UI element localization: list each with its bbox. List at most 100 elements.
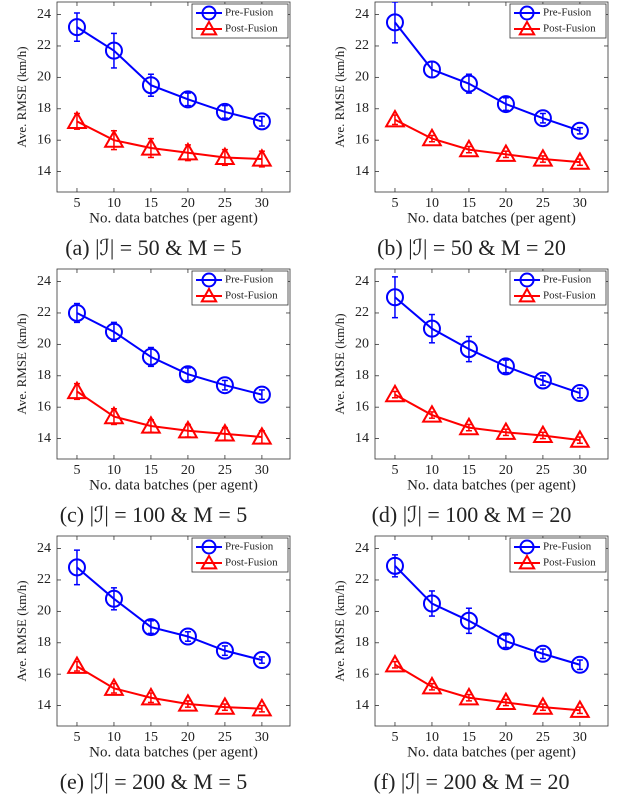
- legend-label: Pre-Fusion: [543, 541, 592, 553]
- marker: [178, 90, 197, 109]
- marker: [67, 303, 86, 322]
- y-tick-label: 14: [37, 431, 51, 446]
- y-axis-label: Ave. RMSE (km/h): [332, 580, 347, 681]
- marker: [215, 376, 234, 395]
- y-axis-label: Ave. RMSE (km/h): [14, 580, 29, 681]
- y-tick-label: 14: [355, 698, 369, 713]
- x-axis-label: No. data batches (per agent): [407, 744, 576, 760]
- legend-box: [509, 3, 607, 39]
- legend-marker: [200, 19, 218, 36]
- caption: (c) |ℐ| = 100 & M = 5: [60, 502, 248, 527]
- legend: Pre-Fusion Post-Fusion: [191, 3, 289, 39]
- marker: [421, 404, 443, 423]
- x-tick-label: 25: [218, 463, 232, 478]
- marker: [570, 121, 589, 140]
- marker: [384, 108, 406, 128]
- series-line: [76, 312, 263, 396]
- y-tick-label: 16: [355, 666, 369, 681]
- marker: [532, 148, 554, 167]
- marker: [422, 319, 441, 338]
- y-tick-label: 14: [355, 431, 369, 446]
- marker: [103, 405, 125, 425]
- marker: [496, 95, 515, 114]
- legend-box: [191, 3, 289, 39]
- marker: [251, 697, 273, 717]
- x-tick-label: 30: [255, 730, 269, 745]
- marker: [178, 365, 197, 384]
- caption: (d) |ℐ| = 100 & M = 20: [372, 502, 572, 527]
- marker: [251, 148, 273, 167]
- data-layer: [384, 554, 591, 718]
- y-tick-label: 18: [355, 101, 369, 116]
- x-tick-label: 30: [573, 730, 587, 745]
- legend-marker: [201, 539, 217, 555]
- legend-label: Post-Fusion: [543, 23, 596, 35]
- data-layer: [66, 549, 273, 717]
- y-tick-label: 22: [355, 305, 369, 320]
- y-axis-label: Ave. RMSE (km/h): [332, 46, 347, 147]
- y-tick-label: 16: [355, 132, 369, 147]
- marker: [140, 415, 162, 434]
- y-tick-label: 18: [37, 635, 51, 650]
- x-tick-label: 5: [391, 196, 398, 211]
- caption: (e) |ℐ| = 200 & M = 5: [60, 769, 248, 794]
- legend-marker: [519, 539, 535, 555]
- marker: [104, 322, 123, 341]
- marker: [458, 138, 480, 158]
- y-tick-label: 16: [37, 399, 51, 414]
- x-tick-label: 10: [425, 196, 439, 211]
- legend-label: Post-Fusion: [543, 290, 596, 302]
- marker: [422, 60, 441, 79]
- marker: [214, 423, 236, 442]
- marker: [496, 632, 515, 651]
- x-tick-label: 20: [499, 463, 513, 478]
- legend-marker: [519, 272, 535, 288]
- x-tick-label: 20: [181, 196, 195, 211]
- y-tick-label: 22: [37, 38, 51, 53]
- marker: [252, 385, 271, 404]
- x-tick-label: 15: [462, 196, 476, 211]
- x-tick-label: 15: [462, 463, 476, 478]
- marker: [177, 141, 199, 161]
- legend-label: Pre-Fusion: [543, 7, 592, 19]
- x-tick-label: 25: [536, 730, 550, 745]
- marker: [67, 558, 86, 577]
- y-tick-label: 24: [355, 7, 369, 22]
- y-tick-label: 24: [355, 274, 369, 289]
- x-axis-label: No. data batches (per agent): [89, 744, 258, 760]
- data-layer: [66, 12, 273, 168]
- y-tick-label: 24: [37, 274, 51, 289]
- marker: [570, 384, 589, 403]
- marker: [533, 371, 552, 390]
- marker: [177, 693, 199, 712]
- data-inner: [66, 302, 273, 445]
- marker: [384, 383, 406, 403]
- x-tick-label: 25: [218, 196, 232, 211]
- legend-marker: [518, 19, 536, 36]
- legend-marker: [200, 286, 218, 303]
- marker: [459, 611, 478, 630]
- x-tick-label: 5: [73, 730, 80, 745]
- marker: [569, 429, 591, 448]
- y-axis-label: Ave. RMSE (km/h): [14, 46, 29, 147]
- marker: [215, 102, 234, 121]
- data-inner: [384, 276, 591, 448]
- marker: [459, 74, 478, 93]
- y-tick-label: 20: [355, 70, 369, 85]
- y-tick-label: 18: [37, 101, 51, 116]
- legend-marker: [201, 272, 217, 288]
- marker: [458, 686, 480, 706]
- data-inner: [66, 12, 273, 168]
- x-tick-label: 5: [73, 463, 80, 478]
- caption: (a) |ℐ| = 50 & M = 5: [65, 235, 242, 260]
- marker: [252, 112, 271, 131]
- y-tick-label: 16: [37, 132, 51, 147]
- marker: [104, 41, 123, 60]
- legend-marker: [518, 553, 536, 570]
- marker: [66, 655, 88, 674]
- legend-box: [191, 537, 289, 573]
- legend-box: [191, 270, 289, 306]
- x-tick-label: 25: [218, 730, 232, 745]
- legend-label: Post-Fusion: [225, 290, 278, 302]
- y-tick-label: 18: [355, 635, 369, 650]
